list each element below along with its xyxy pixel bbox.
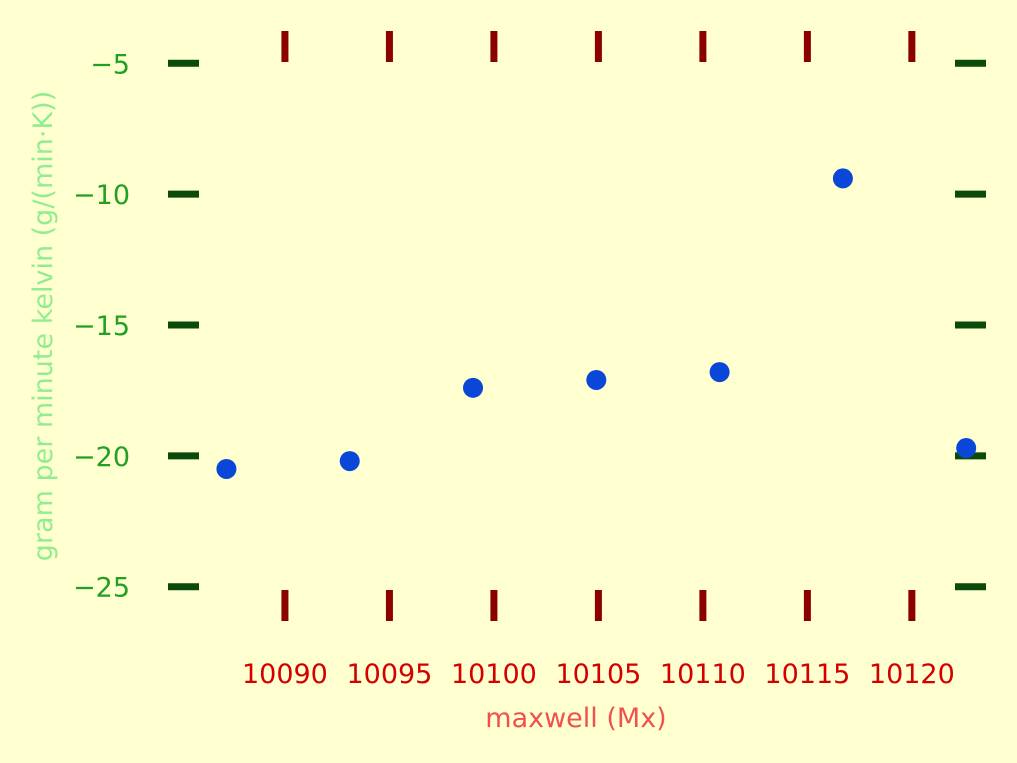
x-tick-label: 10120 [869,659,955,690]
y-tick-mark-left [168,321,199,329]
x-tick-mark-top [385,31,393,62]
x-tick-mark-top [490,31,498,62]
y-tick-mark-left [168,59,199,67]
x-tick-label: 10095 [346,659,432,690]
x-tick-label: 10115 [764,659,850,690]
x-tick-label: 10100 [451,659,537,690]
y-ticks-left [168,59,199,591]
y-tick-mark-left [168,452,199,460]
y-tick-mark-left [168,583,199,591]
y-tick-mark-right [955,190,986,198]
x-tick-mark-bottom [803,590,811,621]
y-tick-label: −20 [73,442,130,473]
data-point [463,377,484,398]
x-tick-mark-bottom [594,590,602,621]
x-tick-mark-bottom [281,590,289,621]
y-axis-title: gram per minute kelvin (g/(min·K)) [28,91,59,561]
data-point [586,369,607,390]
data-points [216,168,977,479]
x-tick-mark-top [594,31,602,62]
x-tick-mark-bottom [908,590,916,621]
y-tick-label: −15 [73,311,130,342]
y-tick-labels: −5 −10 −15 −20 −25 [73,49,130,603]
y-tick-mark-right [955,59,986,67]
x-tick-labels: 10090 10095 10100 10105 10110 10115 10120 [242,659,955,690]
data-point [956,438,977,459]
x-tick-mark-top [803,31,811,62]
y-tick-mark-right [955,583,986,591]
x-tick-label: 10110 [660,659,746,690]
data-point [216,458,237,479]
x-tick-mark-top [699,31,707,62]
x-tick-mark-bottom [490,590,498,621]
x-tick-label: 10105 [555,659,641,690]
x-tick-mark-bottom [385,590,393,621]
y-tick-mark-left [168,190,199,198]
x-tick-mark-top [281,31,289,62]
x-tick-mark-top [908,31,916,62]
data-point [339,451,360,472]
y-tick-mark-right [955,321,986,329]
y-tick-label: −5 [90,49,130,80]
data-point [832,168,853,189]
x-ticks-top [281,31,916,62]
data-point [709,362,730,383]
y-tick-label: −10 [73,180,130,211]
x-ticks-bottom [281,590,916,621]
x-axis-title: maxwell (Mx) [485,703,666,734]
y-tick-label: −25 [73,573,130,604]
x-tick-mark-bottom [699,590,707,621]
x-tick-label: 10090 [242,659,328,690]
